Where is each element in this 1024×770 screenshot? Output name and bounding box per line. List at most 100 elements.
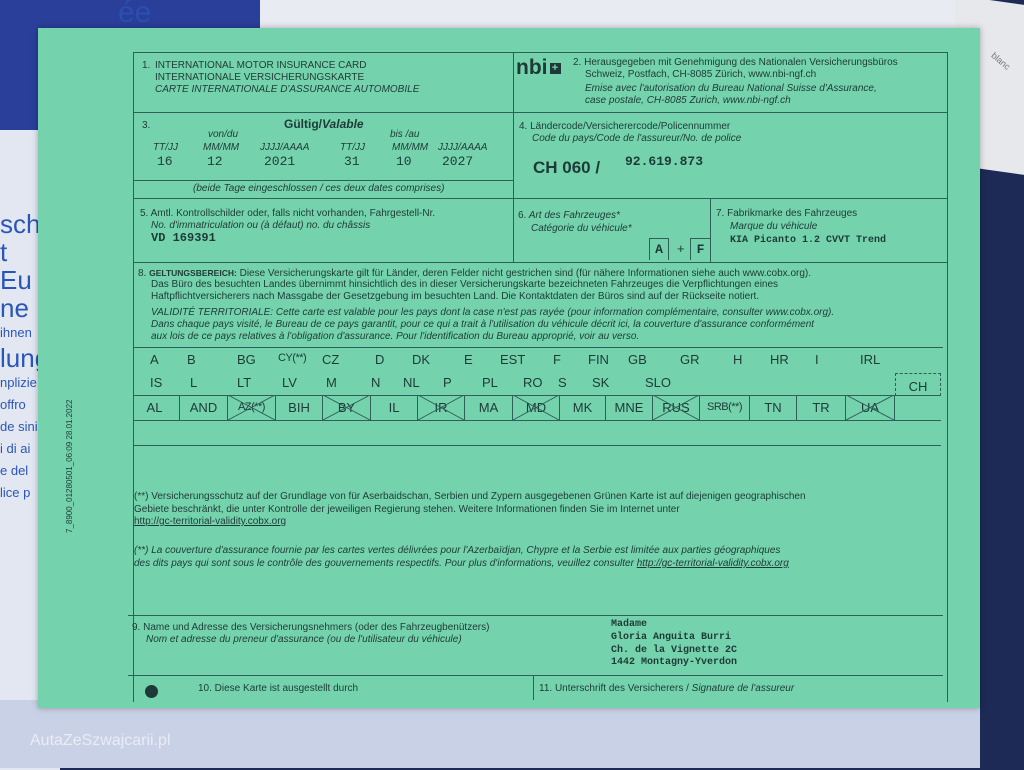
form-rule xyxy=(133,420,941,421)
country-i: I xyxy=(815,352,819,367)
country-sk: SK xyxy=(592,375,610,390)
date-header: TT/JJ xyxy=(153,142,178,153)
country-b: B xyxy=(187,352,196,367)
form-rule xyxy=(128,675,943,676)
cross-out-mark xyxy=(323,395,370,420)
date-header: TT/JJ xyxy=(340,142,365,153)
cross-out-mark xyxy=(513,395,559,420)
cross-out-mark xyxy=(846,395,894,420)
country-cell-ir: IR xyxy=(418,395,465,420)
s2-de1: 2. Herausgegeben mit Genehmigung des Nat… xyxy=(573,57,898,68)
country-m: M xyxy=(326,375,337,390)
background-text: offro xyxy=(0,397,26,412)
form-rule xyxy=(133,52,947,53)
footnote-link-de[interactable]: http://gc-territorial-validity.cobx.org xyxy=(134,516,287,527)
serial-number: 7_8900_01280501_06:09 28.01.2022 xyxy=(64,399,74,533)
background-text: lice p xyxy=(0,485,31,500)
form-rule xyxy=(133,347,943,348)
country-cell-md: MD xyxy=(513,395,560,420)
country-cell-ma: MA xyxy=(465,395,513,420)
s9-fr: Nom et adresse du preneur d'assurance (o… xyxy=(146,634,462,645)
date-value: 2027 xyxy=(442,154,474,169)
date-value: 2021 xyxy=(264,154,296,169)
s3-from: von/du xyxy=(208,129,239,140)
date-header: MM/MM xyxy=(392,142,429,153)
date-header: MM/MM xyxy=(203,142,240,153)
s3-title: Gültig/Valable xyxy=(284,117,364,131)
s4-de: 4. Ländercode/Versicherercode/Policennum… xyxy=(519,121,731,132)
background-text: e del xyxy=(0,463,29,478)
background-text: ne xyxy=(0,293,29,323)
country-s: S xyxy=(558,375,567,390)
country-home-ch: CH xyxy=(895,373,941,396)
form-rule xyxy=(533,675,534,700)
green-card xyxy=(38,28,980,708)
policy-number: 92.619.873 xyxy=(625,154,704,169)
country-l: L xyxy=(190,375,198,390)
country-code: SRB(**) xyxy=(706,401,743,413)
country-cell-tn: TN xyxy=(750,395,797,420)
footnote-de-2: Gebiete beschränkt, die unter Kontrolle … xyxy=(134,504,680,515)
country-code: AL xyxy=(146,400,163,415)
insurer-logo-icon xyxy=(145,685,158,698)
country-gr: GR xyxy=(680,352,700,367)
s3-note: (beide Tage eingeschlossen / ces deux da… xyxy=(193,183,445,194)
s8-fr2: Dans chaque pays visité, le Bureau de ce… xyxy=(151,319,815,330)
country-cell-tr: TR xyxy=(797,395,846,420)
date-value: 12 xyxy=(207,154,223,169)
s1-line-de: INTERNATIONALE VERSICHERUNGSKARTE xyxy=(155,72,365,83)
country-cz: CZ xyxy=(322,352,340,367)
watermark: AutaZeSzwajcarii.pl xyxy=(30,732,171,749)
background-text: nplizie xyxy=(0,375,37,390)
form-rule xyxy=(513,52,514,198)
country-pl: PL xyxy=(482,375,498,390)
s7-fr: Marque du véhicule xyxy=(730,221,818,232)
country-code: MK xyxy=(572,400,593,415)
country-insurer-code: CH 060 / xyxy=(533,158,601,177)
s8-fr3: aux lois de ce pays relatives à l'obliga… xyxy=(151,331,640,342)
s8-fr1: VALIDITÉ TERRITORIALE: Cette carte est v… xyxy=(151,307,835,318)
s1-line-fr: CARTE INTERNATIONALE D'ASSURANCE AUTOMOB… xyxy=(155,84,420,95)
country-cell-ua: UA xyxy=(846,395,895,420)
date-header: JJJJ/AAAA xyxy=(438,142,488,153)
date-header: JJJJ/AAAA xyxy=(260,142,310,153)
s8-de1: 8. GELTUNGSBEREICH: Diese Versicherungsk… xyxy=(138,268,812,279)
nbi-logo: nbi + xyxy=(516,56,561,80)
country-d: D xyxy=(375,352,385,367)
country-est: EST xyxy=(500,352,526,367)
background-text: sch xyxy=(0,210,40,239)
background-text: i di ai xyxy=(0,441,31,456)
form-rule xyxy=(133,198,947,199)
cross-out-mark xyxy=(418,395,464,420)
form-rule xyxy=(133,395,941,396)
country-a: A xyxy=(150,352,159,367)
s2-de2: Schweiz, Postfach, CH-8085 Zürich, www.n… xyxy=(585,69,817,80)
country-f: F xyxy=(553,352,561,367)
s6-fr: Catégorie du véhicule* xyxy=(531,223,632,234)
country-hr: HR xyxy=(770,352,789,367)
background-text: ihnen xyxy=(0,325,32,340)
form-rule xyxy=(710,198,711,262)
form-rule xyxy=(513,198,514,262)
country-cell-srb: SRB(**) xyxy=(700,395,750,420)
country-cy: CY(**) xyxy=(278,352,307,364)
vehicle-make: KIA Picanto 1.2 CVVT Trend xyxy=(730,235,887,246)
form-rule xyxy=(947,52,948,702)
date-value: 10 xyxy=(396,154,412,169)
country-ro: RO xyxy=(523,375,543,390)
cross-out-mark xyxy=(653,395,699,420)
country-code: MA xyxy=(478,400,499,415)
date-value: 31 xyxy=(344,154,360,169)
country-cell-al: AL xyxy=(130,395,180,420)
country-irl: IRL xyxy=(860,352,881,367)
country-cell-il: IL xyxy=(371,395,418,420)
s2-fr2: case postale, CH-8085 Zurich, www.nbi-ng… xyxy=(585,95,791,106)
footnote-link-fr[interactable]: http://gc-territorial-validity.cobx.org xyxy=(636,558,789,569)
footnote-fr-1: (**) La couverture d'assurance fournie p… xyxy=(134,545,781,556)
footnote-de-1: (**) Versicherungsschutz auf der Grundla… xyxy=(134,491,806,502)
date-value: 16 xyxy=(157,154,173,169)
registration-number: VD 169391 xyxy=(151,231,216,245)
form-rule xyxy=(133,112,947,113)
background-text: de sini xyxy=(0,419,38,434)
country-code: BIH xyxy=(288,400,310,415)
